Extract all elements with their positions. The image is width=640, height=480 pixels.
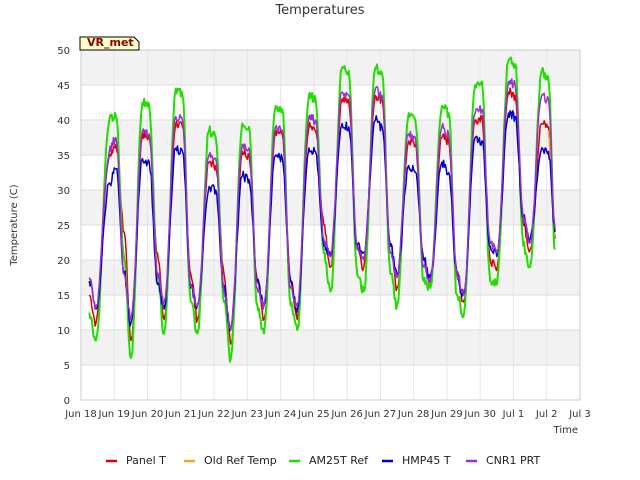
- plot-band: [81, 50, 580, 85]
- series-line-cnr1-prt: [88, 78, 556, 331]
- site-label: VR_met: [87, 36, 134, 49]
- y-tick-label: 10: [57, 326, 70, 337]
- x-tick-label: Jul 2: [535, 409, 558, 420]
- plot-frame: [80, 49, 581, 401]
- chart-title: Temperatures: [274, 3, 364, 18]
- y-tick-label: 35: [57, 151, 70, 162]
- x-tick-label: Jun 25: [297, 409, 330, 420]
- x-tick-label: Jun 21: [164, 409, 197, 420]
- plot-band: [81, 120, 580, 155]
- legend: Panel T Old Ref Temp AM25T Ref HMP45 T CNR1 …: [106, 454, 541, 467]
- x-tick-label: Jul 1: [502, 409, 525, 420]
- site-label-background: [79, 36, 140, 51]
- y-tick-label: 50: [57, 46, 70, 57]
- legend-label: Panel T: [126, 454, 166, 467]
- x-tick-label: Jul 3: [568, 409, 591, 420]
- y-tick-label: 30: [57, 186, 70, 197]
- x-tick-label: Jun 27: [364, 409, 397, 420]
- legend-label: CNR1 PRT: [486, 454, 541, 467]
- x-axis: Jun 18 Jun 19 Jun 20 Jun 21 Jun 22 Jun 23 Jun …: [64, 409, 591, 420]
- y-tick-label: 20: [57, 256, 70, 267]
- legend-label: AM25T Ref: [309, 454, 369, 467]
- x-tick-label: Jun 30: [463, 409, 496, 420]
- y-axis-title: Temperature (C): [9, 184, 20, 266]
- plot-band: [81, 330, 580, 365]
- x-tick-label: Jun 18: [64, 409, 97, 420]
- x-tick-label: Jun 24: [264, 409, 297, 420]
- y-axis: 0 5 10 15 20 25 30 35 40 45 50: [57, 46, 70, 407]
- y-tick-label: 5: [64, 361, 70, 372]
- x-tick-label: Jun 22: [197, 409, 230, 420]
- legend-label: Old Ref Temp: [204, 454, 277, 467]
- site-label-box: VR_met: [79, 36, 140, 51]
- y-tick-label: 40: [57, 116, 70, 127]
- y-tick-label: 25: [57, 221, 70, 232]
- y-tick-label: 0: [64, 396, 70, 407]
- x-tick-label: Jun 19: [98, 409, 131, 420]
- legend-label: HMP45 T: [402, 454, 451, 467]
- x-axis-title: Time: [553, 425, 578, 436]
- x-tick-label: Jun 28: [397, 409, 430, 420]
- x-tick-label: Jun 20: [131, 409, 164, 420]
- x-tick-label: Jun 26: [330, 409, 363, 420]
- series-layer: [88, 56, 556, 363]
- x-tick-label: Jun 29: [430, 409, 463, 420]
- plot-band: [81, 190, 580, 225]
- y-tick-label: 45: [57, 81, 70, 92]
- y-tick-label: 15: [57, 291, 70, 302]
- x-tick-label: Jun 23: [231, 409, 264, 420]
